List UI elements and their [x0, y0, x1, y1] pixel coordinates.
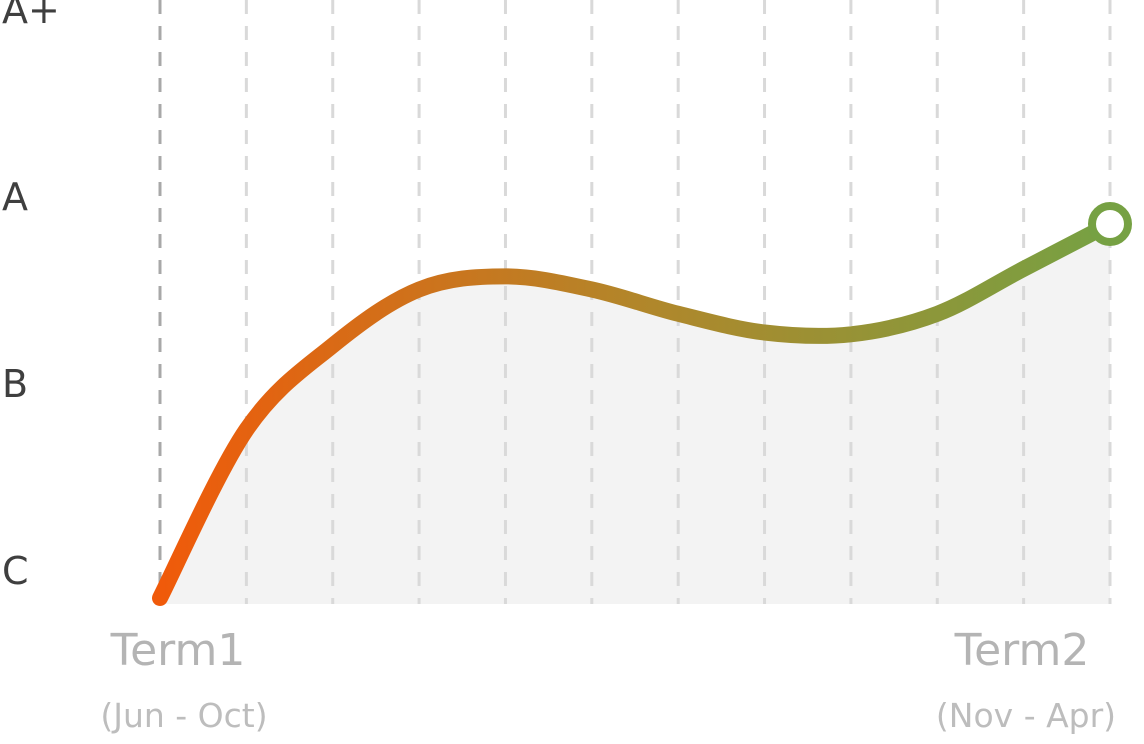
y-tick-label: A+	[2, 0, 60, 32]
x-tick-sublabel: (Jun - Oct)	[100, 696, 267, 735]
y-axis-labels: C B A A+	[2, 0, 60, 593]
area-under-curve	[160, 224, 1110, 604]
x-tick-label: Term1	[110, 625, 246, 676]
y-tick-label: C	[2, 549, 29, 593]
x-tick-label: Term2	[954, 625, 1090, 676]
y-tick-label: B	[2, 362, 28, 406]
x-axis-labels: Term1 (Jun - Oct) Term2 (Nov - Apr)	[100, 625, 1116, 735]
vertical-grid-lines	[158, 0, 1112, 604]
x-tick-sublabel: (Nov - Apr)	[936, 696, 1116, 735]
y-tick-label: A	[2, 175, 28, 219]
grade-line	[152, 216, 1118, 606]
end-point-marker	[1088, 202, 1132, 246]
